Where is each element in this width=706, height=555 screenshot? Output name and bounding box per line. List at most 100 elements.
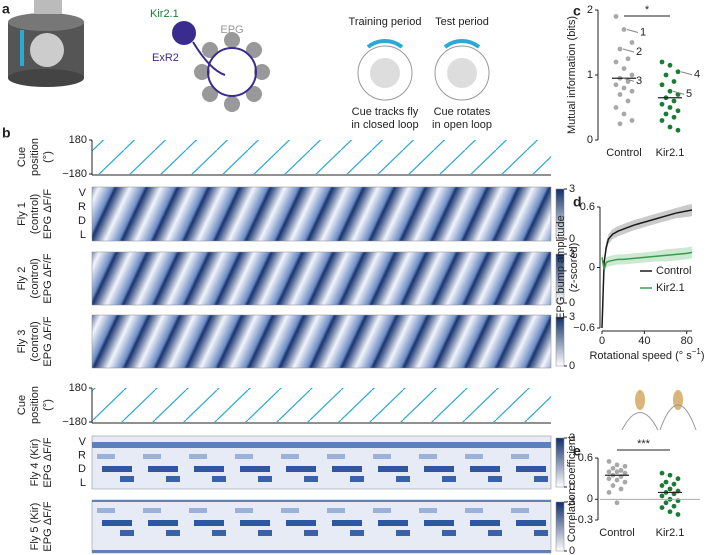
- caption: Cue rotates: [434, 106, 491, 118]
- y-tick-label: 180: [69, 134, 87, 146]
- colorbar: [555, 188, 565, 240]
- orientation-label: D: [78, 215, 86, 227]
- point-label: 1: [640, 26, 646, 38]
- x-tick-label: Control: [606, 147, 641, 159]
- colorbar-label: 3: [569, 311, 575, 323]
- caption: in closed loop: [351, 119, 418, 131]
- point: [675, 127, 681, 133]
- point: [622, 479, 628, 485]
- label: Kir2.1: [150, 8, 179, 20]
- x-tick-label: Control: [599, 527, 634, 539]
- orientation-label: R: [78, 450, 86, 462]
- y-tick-label: −180: [62, 168, 87, 180]
- y-axis-label: Mutual information (bits): [566, 16, 578, 134]
- colorbar-label: 3: [569, 432, 575, 444]
- orientation-label: V: [79, 187, 87, 199]
- point: [667, 62, 673, 68]
- colorbar-label: 3: [569, 183, 575, 195]
- point: [621, 85, 627, 91]
- label: Test period: [435, 16, 489, 28]
- legend-label: Control: [656, 265, 691, 277]
- x-axis-label-part: Rotational speed (° s: [589, 350, 692, 362]
- row-label: EPG ΔF/F: [42, 501, 54, 551]
- leader: [622, 48, 635, 53]
- point: [671, 114, 677, 120]
- row-label: EPG ΔF/F: [42, 316, 54, 366]
- y-tick-label: −180: [62, 416, 87, 428]
- error-band: [602, 203, 692, 334]
- heatmap: [91, 186, 552, 242]
- point: [667, 124, 673, 130]
- y-tick-label: −0.6: [573, 322, 595, 334]
- row-label: (°): [42, 399, 54, 411]
- point: [625, 56, 631, 62]
- point: [618, 468, 624, 473]
- row-label: EPG ΔF/F: [42, 437, 54, 487]
- point: [622, 470, 628, 476]
- orientation-label: L: [80, 477, 86, 489]
- heatmap: [91, 435, 552, 490]
- orientation-label: R: [78, 201, 86, 213]
- y-axis-label: (z-scored): [568, 243, 580, 293]
- x-tick-label: 80: [681, 335, 693, 347]
- y-tick-label: 180: [69, 382, 87, 394]
- point: [659, 505, 665, 510]
- panel-letter: c: [573, 3, 581, 19]
- y-tick-label: 2: [587, 4, 593, 16]
- significance: ***: [637, 438, 651, 450]
- line: [601, 251, 693, 270]
- row-label: (control): [29, 321, 41, 361]
- point: [659, 493, 665, 499]
- point-label: 3: [636, 75, 642, 87]
- y-axis-label: EPG bump amplitude: [555, 215, 567, 320]
- row-label: Fly 2: [16, 267, 28, 291]
- point: [606, 469, 612, 475]
- point-label: 4: [694, 69, 700, 81]
- point: [621, 111, 627, 117]
- row-label: EPG ΔF/F: [42, 253, 54, 303]
- row-label: (control): [29, 194, 41, 234]
- caption: in open loop: [432, 119, 492, 131]
- point: [613, 59, 619, 65]
- colorbar-label: 0: [569, 545, 575, 555]
- x-axis-label-part: −1: [692, 347, 702, 356]
- point-label: 5: [686, 88, 692, 100]
- y-tick-label: 0: [587, 493, 593, 505]
- colorbar-label: 0: [569, 481, 575, 493]
- point: [613, 14, 619, 19]
- point: [659, 118, 665, 123]
- panel-letter: e: [573, 443, 581, 459]
- row-label: EPG ΔF/F: [42, 189, 54, 239]
- point: [667, 88, 673, 94]
- point: [675, 512, 681, 517]
- error-band: [602, 246, 692, 275]
- orientation-label: D: [78, 463, 86, 475]
- x-axis-label: Rotational speed (° s−1): [589, 347, 704, 362]
- point: [614, 462, 620, 468]
- colorbar-label: 0: [569, 233, 575, 245]
- label: ExR2: [152, 52, 179, 64]
- point: [614, 500, 620, 506]
- point: [610, 483, 616, 488]
- point: [663, 500, 669, 506]
- point: [671, 98, 677, 104]
- point: [671, 503, 677, 509]
- orientation-label: L: [80, 229, 86, 241]
- point: [667, 105, 673, 110]
- row-label: (°): [42, 151, 54, 163]
- row-label: Fly 1: [16, 202, 28, 226]
- point: [621, 66, 627, 71]
- heatmap: [91, 251, 552, 306]
- row-label: position: [29, 386, 41, 424]
- point: [667, 472, 673, 478]
- colorbar: [555, 253, 565, 304]
- point: [629, 72, 635, 78]
- point-label: 2: [636, 46, 642, 58]
- point: [617, 92, 623, 97]
- colorbar: [555, 316, 565, 367]
- leader: [680, 71, 693, 76]
- row-label: (control): [29, 258, 41, 298]
- panel-letter: a: [2, 1, 10, 17]
- point: [659, 82, 665, 88]
- y-tick-label: −0.3: [571, 514, 593, 526]
